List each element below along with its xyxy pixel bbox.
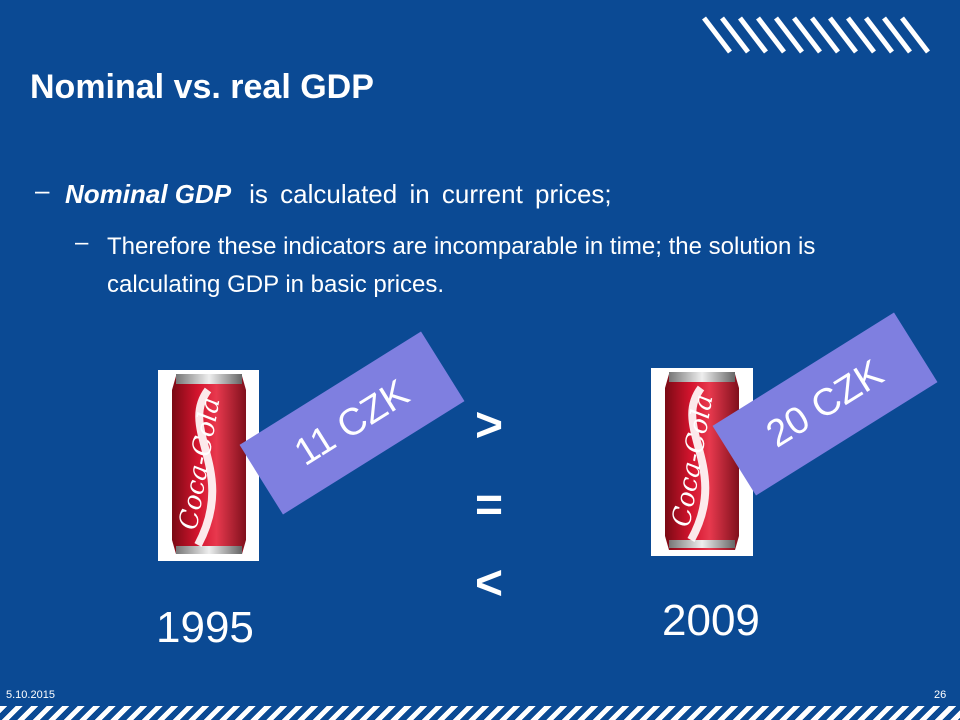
footer-page-number: 26 (934, 689, 947, 701)
coca-cola-can-icon: Coca-Cola (172, 374, 246, 554)
less-than-symbol: < (474, 557, 504, 610)
greater-than-symbol: > (474, 399, 504, 452)
corner-stripes-decoration (702, 16, 930, 54)
coca-cola-can-icon: Coca-Cola (665, 372, 739, 550)
sub-bullet-dash: – (75, 229, 89, 256)
footer-date: 5.10.2015 (6, 689, 55, 701)
bullet-text: Nominal GDP is calculated in current pric… (65, 175, 612, 213)
year-label-1995: 1995 (156, 603, 254, 652)
price-tag-1995: 11 CZK (239, 331, 465, 515)
bullet-emphasis: Nominal GDP (65, 179, 232, 209)
slide-title: Nominal vs. real GDP (30, 68, 374, 106)
bullet-rest: is calculated in current prices; (249, 179, 612, 209)
sub-bullet-text: Therefore these indicators are incompara… (107, 233, 816, 298)
equal-symbol: = (474, 479, 504, 532)
bullet-dash: – (35, 175, 50, 205)
coca-cola-can-image-1995: Coca-Cola (158, 370, 259, 561)
price-tag-2009: 20 CZK (712, 312, 938, 496)
year-label-2009: 2009 (662, 596, 760, 645)
bottom-stripes-decoration (0, 706, 960, 720)
